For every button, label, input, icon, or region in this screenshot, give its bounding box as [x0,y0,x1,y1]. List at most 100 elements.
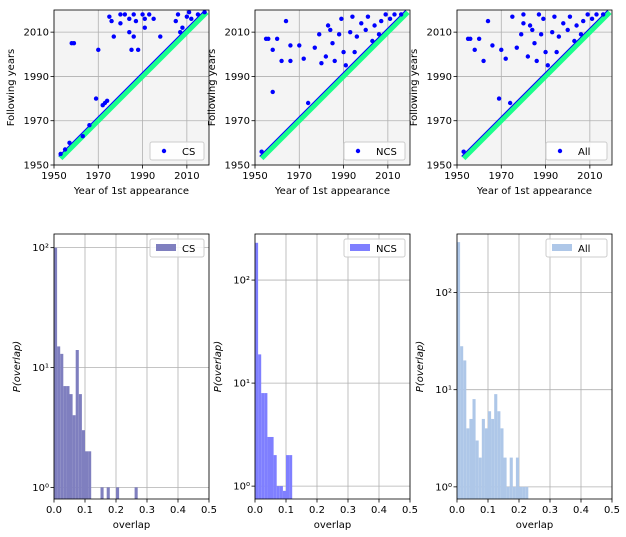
legend-box [149,141,205,161]
point [352,49,357,55]
x-tick-label: 1990 [331,171,356,182]
point [376,32,382,37]
point [312,45,317,50]
y-axis-label: Following years [409,49,420,127]
x-axis-label: overlap [113,520,151,531]
y-tick-label: 10¹ [233,379,250,390]
point [359,21,364,26]
bar [515,457,519,499]
point [127,29,132,35]
panel: 0.0 0.1 0.2 0.3 0.4 0.5 10⁰ 10¹ 10² overlap P(over… [12,233,217,531]
y-axis-label: P(overlap) [213,341,224,392]
bar [525,486,529,499]
point [323,54,329,59]
bar [519,486,523,499]
axes-frame [254,9,411,166]
legend-marker [161,148,167,154]
point [175,12,181,17]
axes-frame [53,233,210,500]
bar [85,451,89,499]
point [550,29,555,35]
point [536,12,542,17]
plot-area [255,234,410,499]
x-tick-label: 0.3 [340,505,356,516]
bar [506,486,510,499]
bar [54,247,58,499]
x-tick-label: 1950 [41,171,66,182]
bar [134,487,138,499]
point [301,56,306,61]
diagonal-line [259,10,410,161]
bar [457,242,461,499]
point [140,12,145,17]
point [567,14,573,19]
bar [57,346,61,499]
x-tick-label: 0.2 [309,505,325,516]
x-tick-label: 0.3 [542,505,558,516]
point [259,149,264,154]
bar [66,386,70,499]
bar [478,457,482,499]
bar [460,346,464,499]
bar [472,399,476,499]
point [472,47,477,53]
point [461,149,466,154]
y-tick-label: 10⁰ [233,482,250,493]
legend-marker [350,244,370,251]
x-tick-label: 1950 [444,171,469,182]
point [104,98,110,103]
bar [497,411,501,499]
legend-marker [557,148,563,154]
point [510,14,515,19]
bar [488,411,492,499]
marks [255,242,293,499]
y-tick-label: 10² [233,276,250,287]
x-tick-label: 0.0 [247,505,263,516]
point [398,12,404,17]
point [372,23,377,28]
point [266,36,271,41]
diagonal-line [461,10,612,161]
bar [270,436,274,499]
point [336,32,342,37]
y-axis-label: P(overlap) [12,341,23,392]
bar [491,418,495,499]
point [87,122,92,128]
point [122,12,128,17]
point [319,60,324,66]
legend-label: CS [182,244,195,255]
x-tick-label: 1990 [130,171,155,182]
bar [63,386,67,499]
legend-box [545,141,608,161]
panel: 1950 1970 1990 2010 1950 1970 1990 2010 Year of … [207,9,411,197]
point [350,14,355,19]
point [383,12,388,17]
x-tick-label: 0.0 [449,505,465,516]
point [80,134,85,139]
x-tick-label: 1970 [489,171,514,182]
diagonal-edge [259,10,407,157]
point [178,29,183,35]
x-axis-label: Year of 1st appearance [73,186,189,197]
y-tick-label: 1950 [427,161,452,172]
bar [69,394,73,499]
x-tick-label: 0.2 [108,505,124,516]
point [496,96,502,101]
legend-marker [156,244,176,251]
bar [475,440,479,499]
point [67,140,72,146]
y-tick-label: 1970 [24,116,49,127]
legend-label: NCS [376,244,397,255]
bar [116,487,120,499]
axes-frame [254,233,411,500]
bar [78,394,82,499]
x-tick-label: 0.4 [371,505,387,516]
point [202,10,207,15]
point [109,18,114,24]
marks [457,242,529,499]
y-tick-label: 1990 [24,72,49,83]
x-tick-label: 0.5 [402,505,418,516]
axes-frame [456,9,613,166]
point [305,100,311,106]
